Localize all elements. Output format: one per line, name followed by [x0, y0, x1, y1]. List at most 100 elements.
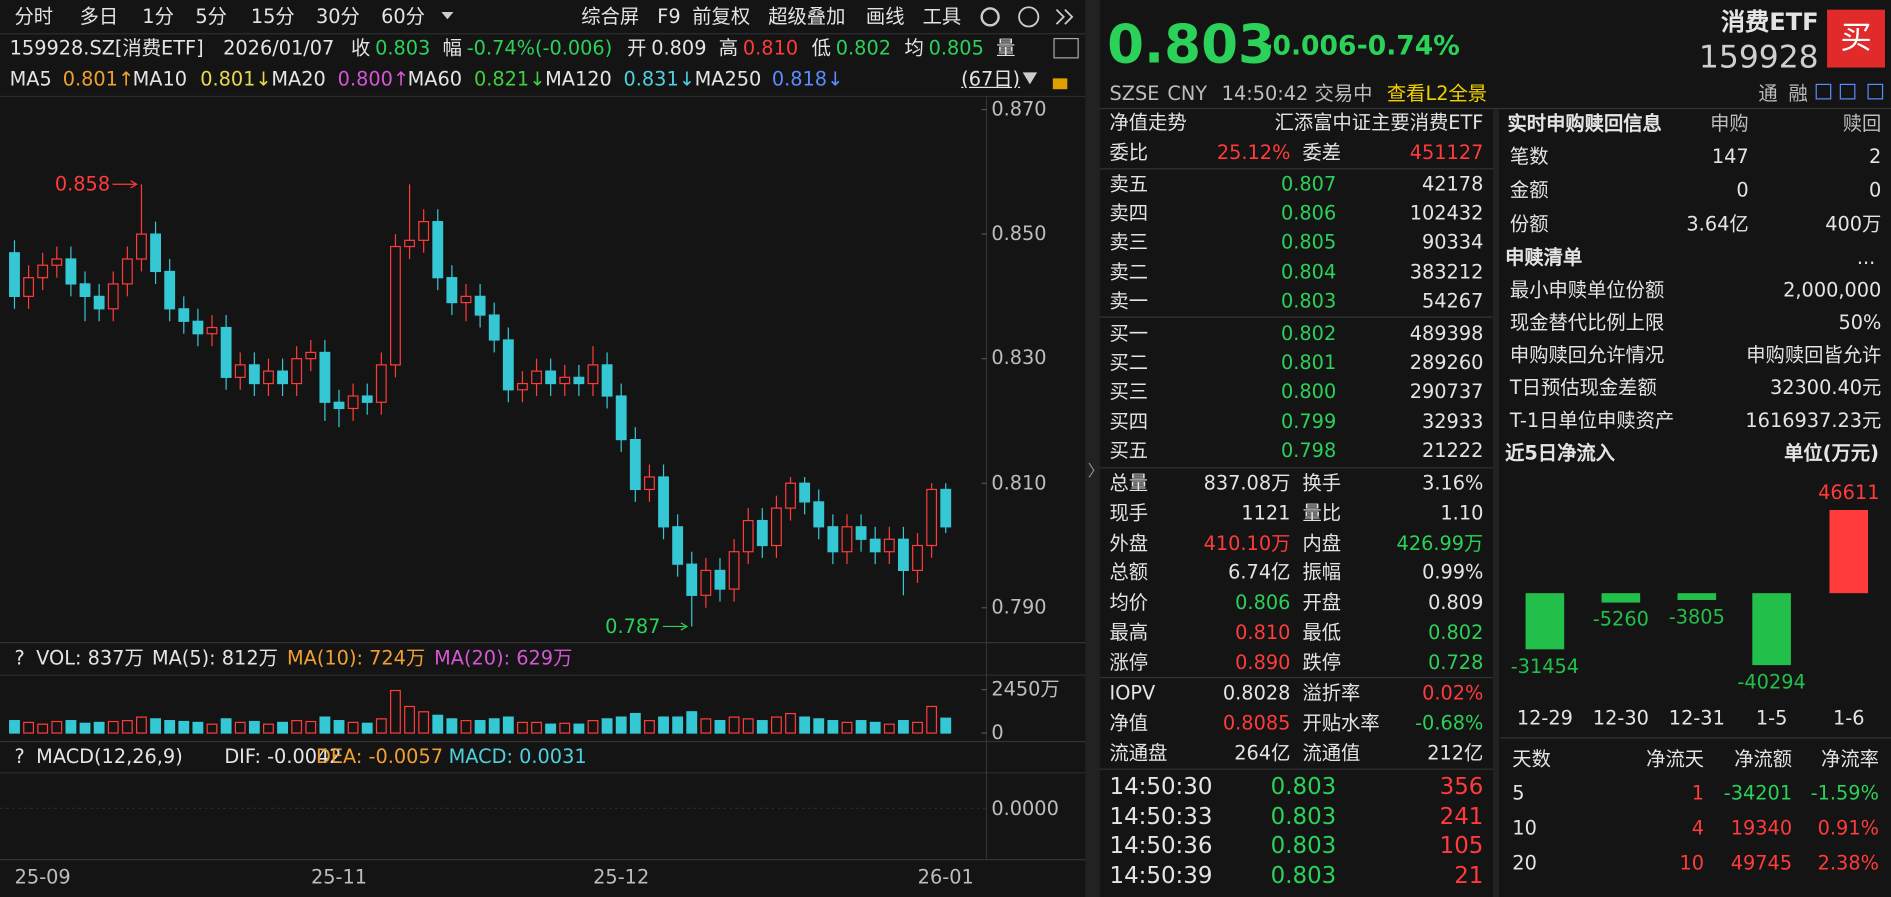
- ma-label: MA5: [9, 67, 52, 91]
- help[interactable]: ?: [14, 646, 25, 670]
- x-tick-label: 25-09: [14, 865, 71, 889]
- wp-icon[interactable]: [1053, 37, 1079, 59]
- buy-button-bg[interactable]: [1827, 9, 1885, 68]
- candle-body: [855, 526, 867, 540]
- candle-body: [573, 376, 585, 385]
- volume-bar: [531, 721, 542, 734]
- level-label: 买四: [1109, 409, 1149, 433]
- column-header: 赎回: [1842, 112, 1882, 136]
- candle-body: [601, 364, 613, 397]
- price-annotation: 0.858: [54, 172, 111, 196]
- stat-value: 3.16%: [1422, 471, 1484, 495]
- tab[interactable]: 1分: [142, 4, 174, 28]
- stat-value: 212亿: [1427, 741, 1484, 765]
- stat-label: 振幅: [1302, 561, 1342, 585]
- price-annotation: 0.787: [605, 614, 661, 638]
- volume-bar: [305, 720, 317, 734]
- tool-button[interactable]: 前复权: [692, 4, 751, 28]
- buy-button[interactable]: 买: [1840, 20, 1872, 57]
- indicator-value: MACD(12,26,9): [36, 745, 183, 768]
- cell: 10: [1679, 851, 1705, 875]
- tab[interactable]: 5分: [195, 4, 227, 28]
- candle-body: [883, 538, 895, 553]
- tool-button[interactable]: 综合屏: [581, 4, 640, 28]
- candle-body: [869, 538, 881, 553]
- more-button[interactable]: ...: [1856, 245, 1876, 269]
- candle-body: [488, 314, 500, 341]
- help-icon[interactable]: [1018, 6, 1040, 28]
- ma-label: MA60: [407, 67, 463, 91]
- tab[interactable]: 30分: [315, 4, 360, 28]
- popout-icon[interactable]: [1839, 83, 1856, 100]
- level-volume: 42178: [1421, 172, 1484, 196]
- candle-body: [390, 245, 401, 366]
- tab[interactable]: 净值走势: [1109, 110, 1187, 134]
- level-volume: 32933: [1421, 409, 1484, 433]
- l2-link[interactable]: 查看L2全景: [1386, 81, 1488, 105]
- range-selector[interactable]: (67日): [961, 67, 1021, 91]
- tool-button[interactable]: 超级叠加: [768, 4, 846, 28]
- stat-label: 总额: [1109, 561, 1149, 585]
- volume-bar: [51, 720, 63, 734]
- label: T日预估现金差额: [1509, 376, 1657, 400]
- label: 笔数: [1509, 144, 1549, 168]
- cell: -1.59%: [1810, 781, 1879, 805]
- annotation-arrow-head: [130, 180, 138, 189]
- value: 25.12%: [1216, 141, 1291, 164]
- tab-more-icon[interactable]: [441, 12, 454, 20]
- column-header: 申购: [1710, 112, 1749, 136]
- tab[interactable]: 15分: [250, 4, 295, 28]
- cell: 1: [1691, 781, 1705, 805]
- stat-label: IOPV: [1109, 681, 1156, 705]
- section-title: 申赎清单: [1505, 245, 1583, 269]
- indicator-value: MA(5): 812万: [151, 646, 278, 670]
- range-arrow[interactable]: [1022, 72, 1038, 85]
- candle-body: [785, 482, 796, 509]
- quote-meta: CNY: [1167, 81, 1208, 105]
- value: 0: [1869, 178, 1882, 202]
- volume-bar: [220, 718, 232, 734]
- level-volume: 21222: [1421, 438, 1484, 462]
- candle-body: [79, 283, 91, 297]
- y-tick-label: 0.810: [991, 471, 1047, 495]
- candle-body: [65, 258, 77, 285]
- x-tick-label: 25-12: [593, 865, 650, 889]
- cell: 10: [1512, 816, 1537, 840]
- collapse-icon[interactable]: [1088, 462, 1095, 478]
- edit-icon[interactable]: [1815, 83, 1832, 100]
- level-price: 0.801: [1280, 351, 1337, 374]
- candle-body: [305, 351, 317, 360]
- y-tick-label: 0.830: [991, 346, 1047, 370]
- volume-bar: [545, 723, 557, 734]
- unit: 单位(万元): [1784, 441, 1879, 465]
- settings-icon[interactable]: [980, 7, 1000, 27]
- candle-body: [361, 395, 373, 403]
- tab[interactable]: 60分: [381, 4, 425, 28]
- candle-body: [658, 476, 669, 528]
- cell: 20: [1512, 851, 1537, 875]
- tab[interactable]: 分时: [14, 4, 54, 28]
- ma-label: MA20: [271, 67, 326, 91]
- candle-body: [432, 221, 444, 279]
- tool-button[interactable]: 画线: [865, 4, 905, 28]
- expand-icon[interactable]: [1055, 9, 1074, 25]
- lock-icon[interactable]: [1052, 78, 1068, 90]
- add-icon[interactable]: [1867, 83, 1884, 100]
- tool-button[interactable]: 工具: [922, 4, 962, 28]
- tool-button[interactable]: F9: [657, 4, 681, 28]
- section-title: 近5日净流入: [1505, 441, 1615, 465]
- level-volume: 102432: [1409, 201, 1484, 225]
- volume-bar: [855, 720, 867, 734]
- stat-label: 溢折率: [1302, 681, 1361, 705]
- candle-body: [107, 283, 119, 310]
- badge: 融: [1788, 81, 1808, 105]
- stat-label: 量比: [1302, 501, 1342, 525]
- volume-bar: [460, 720, 472, 734]
- candle-body: [164, 270, 176, 310]
- splitter[interactable]: [1085, 0, 1100, 897]
- volume-bar: [686, 711, 698, 734]
- quote-field: 收: [350, 36, 371, 60]
- quote-field: 0.805: [928, 36, 984, 60]
- help[interactable]: ?: [14, 745, 25, 768]
- tab[interactable]: 多日: [79, 4, 119, 28]
